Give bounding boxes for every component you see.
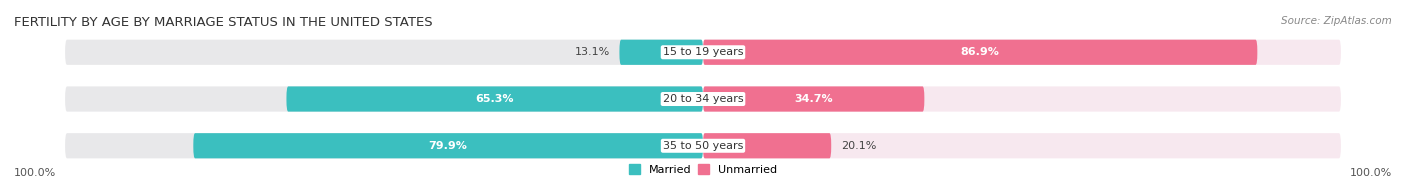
FancyBboxPatch shape [65,40,703,65]
Text: 20 to 34 years: 20 to 34 years [662,94,744,104]
Legend: Married, Unmarried: Married, Unmarried [628,164,778,175]
FancyBboxPatch shape [703,86,924,112]
FancyBboxPatch shape [620,40,703,65]
Text: 100.0%: 100.0% [14,168,56,178]
Text: 34.7%: 34.7% [794,94,832,104]
Text: 13.1%: 13.1% [575,47,610,57]
FancyBboxPatch shape [287,86,703,112]
FancyBboxPatch shape [703,40,1341,65]
FancyBboxPatch shape [703,133,1341,158]
FancyBboxPatch shape [703,40,1257,65]
Text: 15 to 19 years: 15 to 19 years [662,47,744,57]
Text: 86.9%: 86.9% [960,47,1000,57]
FancyBboxPatch shape [703,133,831,158]
Text: 35 to 50 years: 35 to 50 years [662,141,744,151]
Text: 100.0%: 100.0% [1350,168,1392,178]
FancyBboxPatch shape [193,133,703,158]
Text: 20.1%: 20.1% [841,141,876,151]
FancyBboxPatch shape [703,86,1341,112]
Text: 65.3%: 65.3% [475,94,515,104]
Text: 79.9%: 79.9% [429,141,468,151]
Text: Source: ZipAtlas.com: Source: ZipAtlas.com [1281,16,1392,26]
FancyBboxPatch shape [65,133,703,158]
FancyBboxPatch shape [65,86,703,112]
Text: FERTILITY BY AGE BY MARRIAGE STATUS IN THE UNITED STATES: FERTILITY BY AGE BY MARRIAGE STATUS IN T… [14,16,433,29]
